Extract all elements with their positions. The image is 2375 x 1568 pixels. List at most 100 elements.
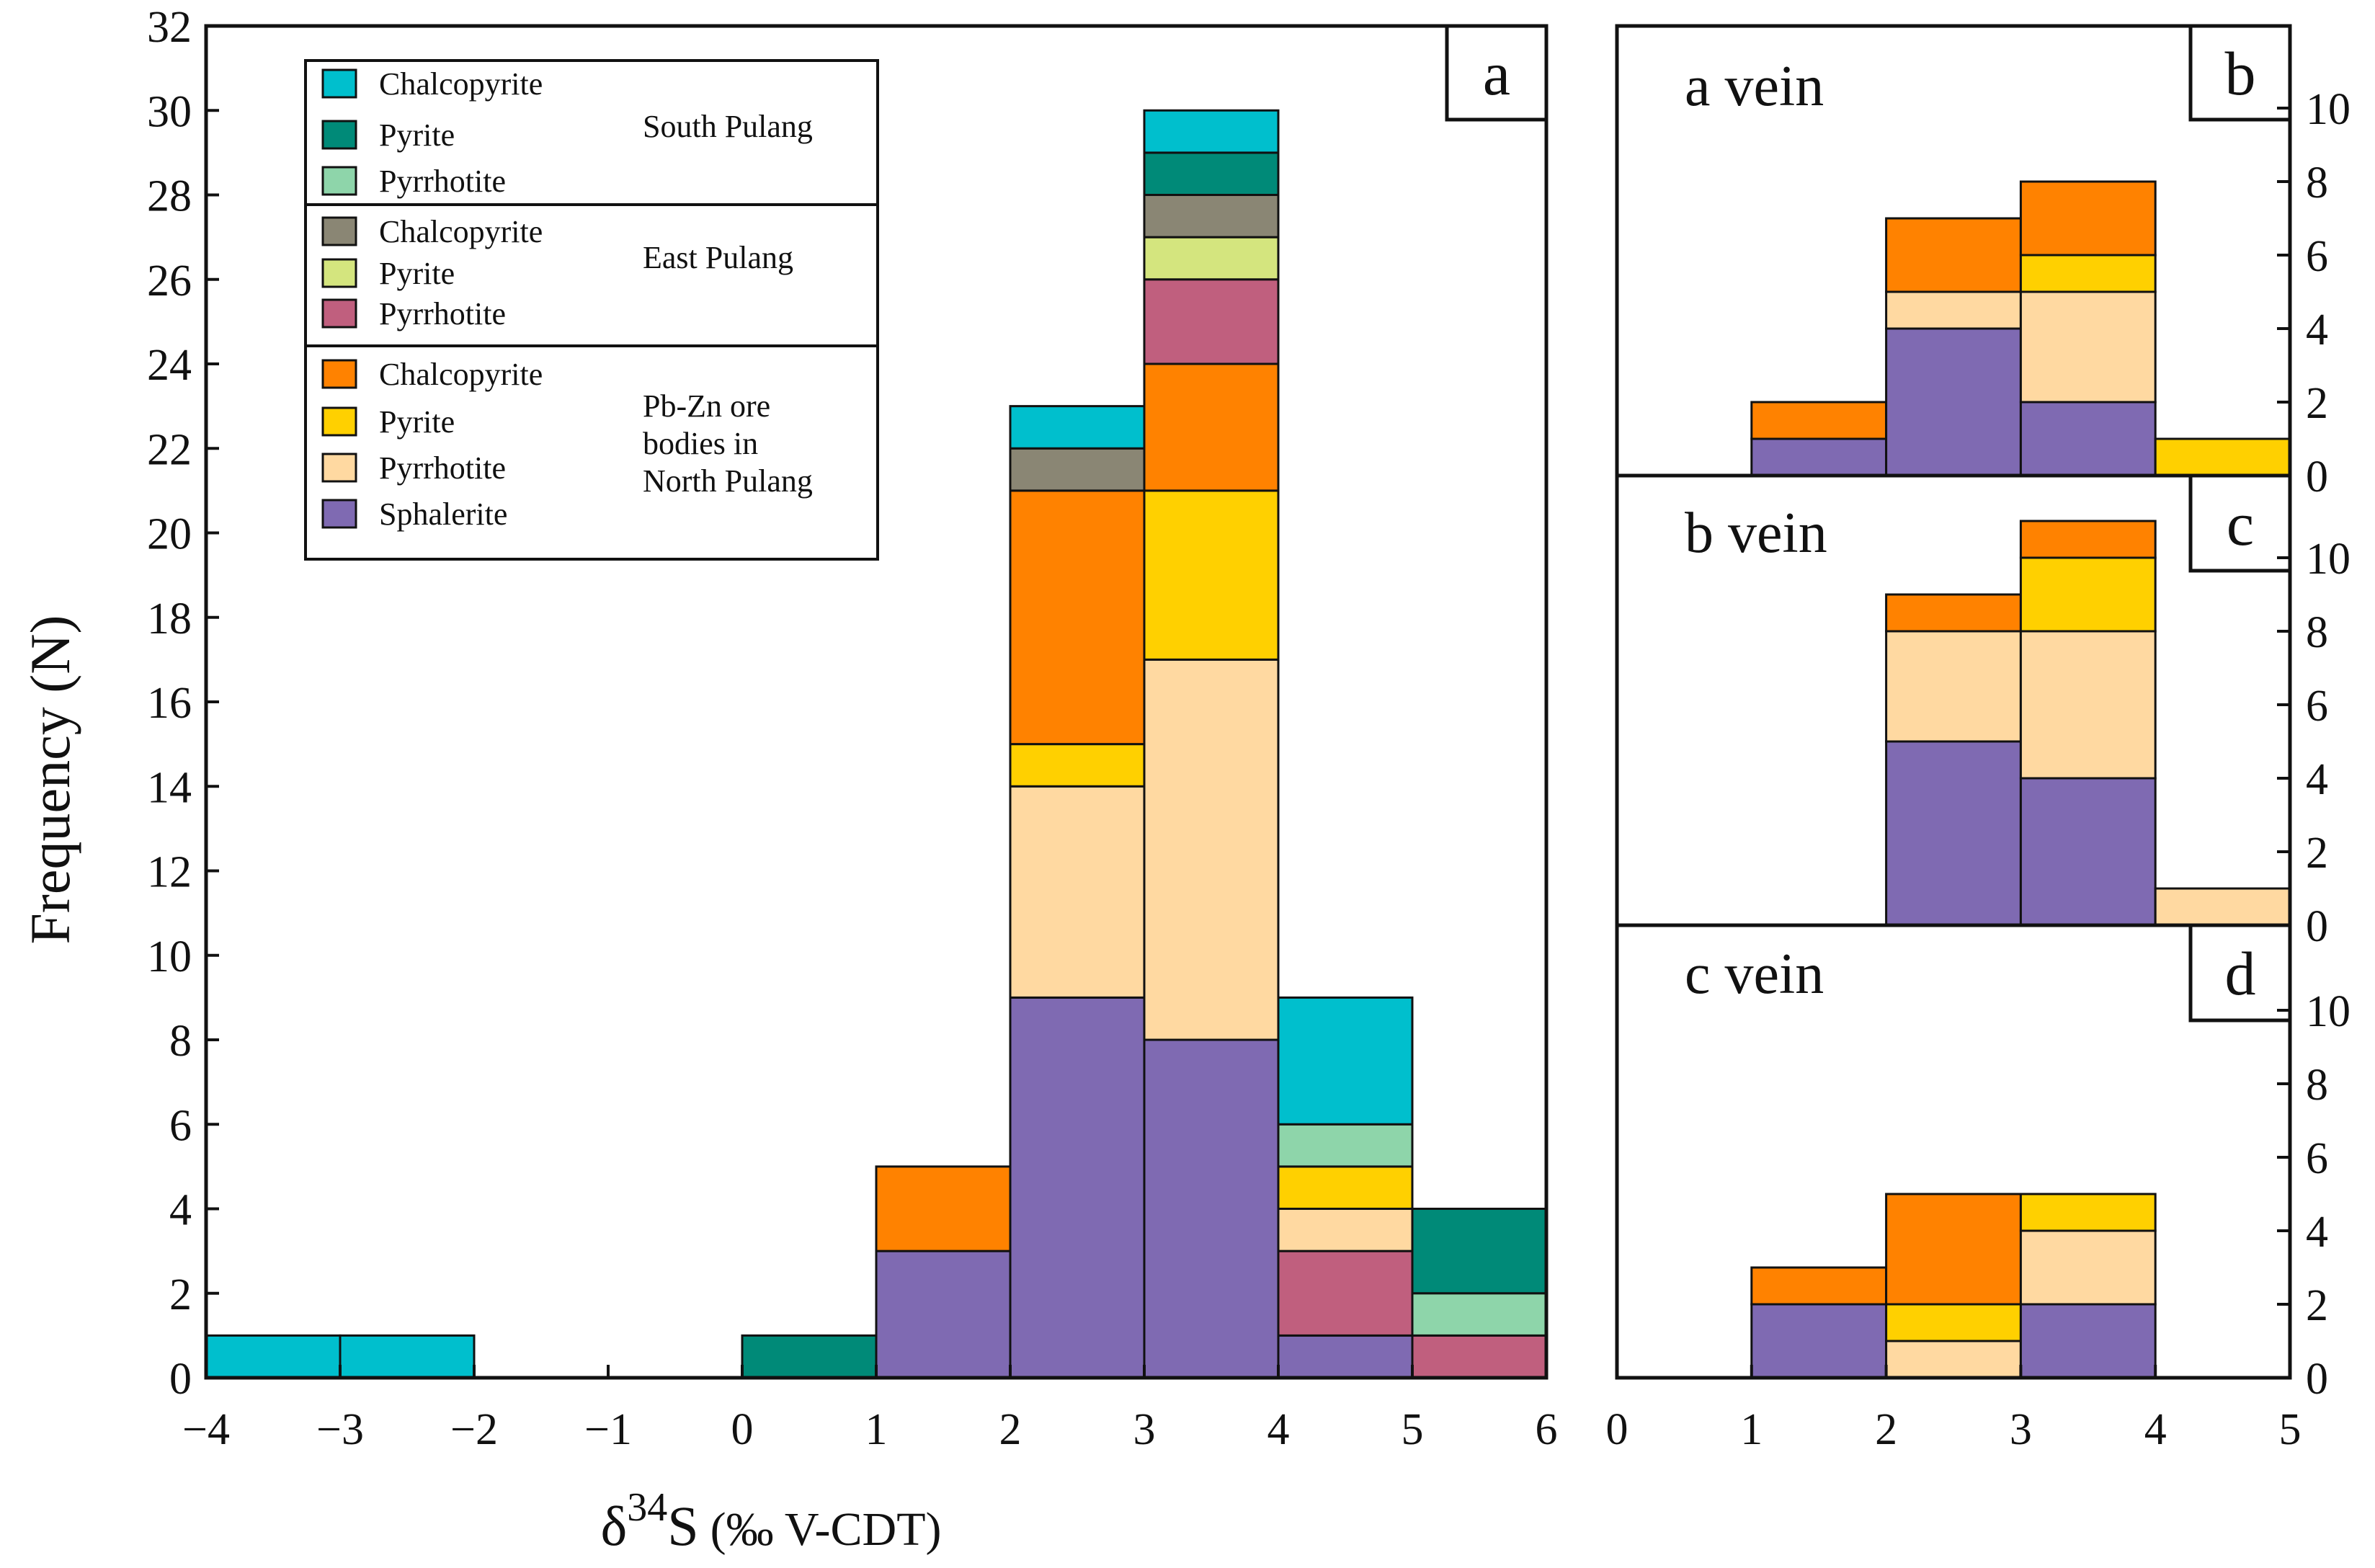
b-ytick-label-10: 10 [2306,85,2351,134]
legend-label-chalcopyrite_east: Chalcopyrite [379,214,543,249]
bar-segment-a-1-chalcopyrite_north [875,1165,1012,1252]
bar-segment-a-4-pyrrhotite_south [1277,1123,1414,1168]
legend-label-pyrite_south: Pyrite [379,117,455,153]
legend-swatch-pyrite_east [321,258,357,288]
bar-segment-c-3-chalcopyrite_north [2019,520,2157,559]
d-ytick-label-8: 8 [2306,1061,2328,1110]
vein-title-b: a vein [1685,55,1824,118]
c-ytick-label-6: 6 [2306,682,2328,731]
bar-segment-b-3-pyrite_north [2019,254,2157,293]
bar-segment-d-1-chalcopyrite_north [1750,1266,1888,1306]
bar-segment-a-2-sphalerite_north [1009,996,1146,1379]
bar-segment-a-3-pyrite_south [1143,151,1280,196]
bar-segment-d-3-sphalerite_north [2019,1303,2157,1379]
a-xtick-label-3: −1 [584,1405,632,1454]
bar-segment-a-3-chalcopyrite_east [1143,194,1280,239]
panel-label-b-box [2188,24,2292,122]
d-ytick-label-2: 2 [2306,1281,2328,1330]
bar-segment-a-1-sphalerite_north [875,1250,1012,1379]
bar-segment-a-5-pyrite_south [1411,1208,1548,1295]
legend-swatch-pyrrhotite_north [321,453,357,483]
frames-layer [204,24,2292,1380]
x-axis-label-delta: δ [600,1494,627,1557]
bar-segment-a-2-chalcopyrite_east [1009,447,1146,492]
a-ytick-label-28: 28 [147,172,192,221]
legend-swatch-chalcopyrite_north [321,359,357,389]
bar-segment-a-3-pyrite_east [1143,236,1280,281]
d-ytick-label-10: 10 [2306,987,2351,1036]
legend-group-name-0-0: South Pulang [643,109,813,144]
x-axis-label-unit: (‰ V-CDT) [710,1503,942,1556]
bar-segment-b-1-sphalerite_north [1750,437,1888,477]
a-xtick-label-4: 0 [731,1405,754,1454]
bar-segment-d-3-pyrrhotite_north [2019,1229,2157,1306]
c-ytick-label-8: 8 [2306,608,2328,657]
d-ytick-label-6: 6 [2306,1134,2328,1183]
c-ytick-label-10: 10 [2306,535,2351,584]
legend-swatch-pyrite_north [321,406,357,437]
a-ytick-label-24: 24 [147,341,192,390]
bar-segment-b-2-pyrrhotite_north [1885,290,2022,330]
bar-segment-a-3-pyrrhotite_east [1143,278,1280,365]
a-ytick-label-18: 18 [147,594,192,643]
d-xtick-label-2: 2 [1875,1405,1897,1454]
bars-layer [205,109,2291,1379]
legend-label-pyrrhotite_north: Pyrrhotite [379,450,506,486]
bar-segment-b-1-chalcopyrite_north [1750,401,1888,440]
legend-swatch-pyrrhotite_south [321,166,357,196]
bar-segment-c-4-pyrrhotite_north [2154,887,2291,927]
vein-title-c: b vein [1685,502,1827,565]
a-xtick-label-7: 3 [1133,1405,1156,1454]
bar-segment-b-2-sphalerite_north [1885,327,2022,477]
panel-label-a: a [1483,39,1510,108]
a-xtick-label-1: −3 [316,1405,364,1454]
legend-swatch-sphalerite_north [321,499,357,529]
bar-segment-b-2-chalcopyrite_north [1885,217,2022,293]
a-ytick-label-30: 30 [147,87,192,136]
legend-box [304,59,879,561]
a-xtick-label-6: 2 [999,1405,1022,1454]
bar-segment-a-0-pyrite_south [741,1334,878,1379]
panel-label-a-box [1445,24,1549,122]
bar-segment-a-3-pyrrhotite_north [1143,658,1280,1041]
legend-group-name-2-1: bodies in [643,426,758,461]
legend-label-sphalerite_north: Sphalerite [379,496,507,532]
legend-swatch-pyrite_south [321,120,357,150]
a-xtick-label-9: 5 [1402,1405,1424,1454]
bar-segment-d-2-pyrrhotite_north [1885,1340,2022,1379]
bar-segment-a-4-pyrite_north [1277,1165,1414,1210]
x-axis-label: δ34S (‰ V-CDT) [600,1485,941,1557]
b-ytick-label-4: 4 [2306,306,2328,355]
bar-segment-a-2-chalcopyrite_south [1009,405,1146,450]
bar-segment-b-3-pyrrhotite_north [2019,290,2157,404]
a-ytick-label-26: 26 [147,257,192,306]
d-xtick-label-3: 3 [2010,1405,2032,1454]
bar-segment-a-4-chalcopyrite_south [1277,996,1414,1126]
bar-segment-a--4-chalcopyrite_south [205,1334,342,1379]
x-axis-label-element: S [667,1494,698,1557]
legend-swatch-chalcopyrite_south [321,68,357,99]
bar-segment-a-3-chalcopyrite_south [1143,109,1280,154]
a-xtick-label-8: 4 [1267,1405,1290,1454]
legend-swatch-chalcopyrite_east [321,216,357,246]
a-ytick-label-4: 4 [169,1186,192,1235]
bar-segment-c-2-chalcopyrite_north [1885,593,2022,633]
legend-label-pyrrhotite_south: Pyrrhotite [379,164,506,199]
a-ytick-label-0: 0 [169,1355,192,1404]
c-ytick-label-0: 0 [2306,902,2328,951]
a-ytick-label-16: 16 [147,679,192,728]
bar-segment-a--3-chalcopyrite_south [339,1334,476,1379]
bar-segment-a-4-pyrrhotite_north [1277,1208,1414,1252]
a-ytick-label-20: 20 [147,510,192,559]
b-ytick-label-2: 2 [2306,379,2328,428]
a-ytick-label-14: 14 [147,763,192,812]
bar-segment-d-2-chalcopyrite_north [1885,1193,2022,1306]
a-ytick-label-12: 12 [147,848,192,897]
d-ytick-label-4: 4 [2306,1208,2328,1257]
legend-label-chalcopyrite_north: Chalcopyrite [379,357,543,392]
a-xtick-label-10: 6 [1536,1405,1558,1454]
bar-segment-b-4-pyrite_north [2154,437,2291,477]
bar-segment-d-2-pyrite_north [1885,1303,2022,1342]
a-ytick-label-8: 8 [169,1017,192,1066]
